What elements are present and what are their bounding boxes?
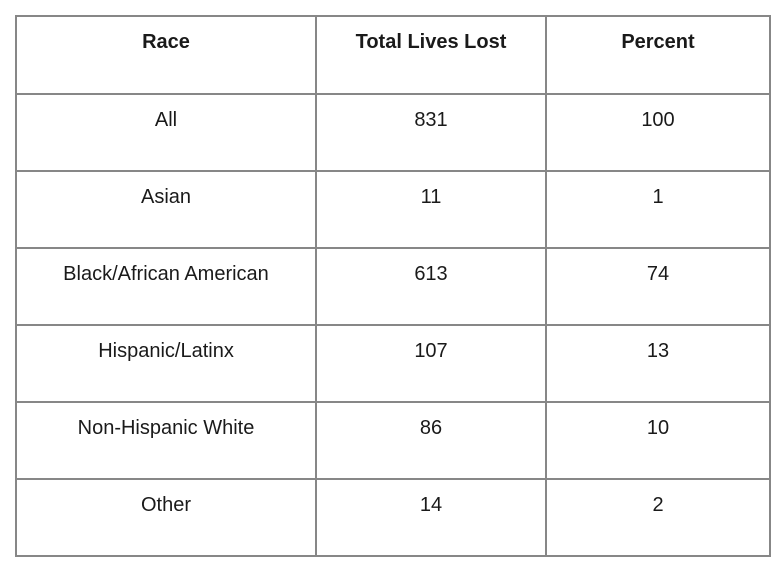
cell-race: Asian	[15, 170, 317, 249]
cell-race: All	[15, 93, 317, 172]
cell-race: Hispanic/Latinx	[15, 324, 317, 403]
table-row-non-hispanic-white: Non-Hispanic White 86 10	[15, 401, 771, 480]
cell-race: Non-Hispanic White	[15, 401, 317, 480]
cell-percent: 10	[545, 401, 771, 480]
header-cell-race: Race	[15, 15, 317, 95]
cell-total-lives-lost: 14	[315, 478, 547, 557]
cell-total-lives-lost: 86	[315, 401, 547, 480]
cell-percent: 74	[545, 247, 771, 326]
table-header-row: Race Total Lives Lost Percent	[15, 15, 771, 95]
cell-race: Black/African American	[15, 247, 317, 326]
table-row-all: All 831 100	[15, 93, 771, 172]
table-row-black-african-american: Black/African American 613 74	[15, 247, 771, 326]
cell-total-lives-lost: 107	[315, 324, 547, 403]
cell-percent: 1	[545, 170, 771, 249]
header-cell-total-lives-lost: Total Lives Lost	[315, 15, 547, 95]
header-cell-percent: Percent	[545, 15, 771, 95]
cell-total-lives-lost: 831	[315, 93, 547, 172]
cell-percent: 2	[545, 478, 771, 557]
table-row-hispanic-latinx: Hispanic/Latinx 107 13	[15, 324, 771, 403]
cell-percent: 100	[545, 93, 771, 172]
table-row-asian: Asian 11 1	[15, 170, 771, 249]
cell-total-lives-lost: 613	[315, 247, 547, 326]
race-lives-lost-table: Race Total Lives Lost Percent All 831 10…	[15, 15, 771, 557]
cell-percent: 13	[545, 324, 771, 403]
cell-race: Other	[15, 478, 317, 557]
table-row-other: Other 14 2	[15, 478, 771, 557]
cell-total-lives-lost: 11	[315, 170, 547, 249]
